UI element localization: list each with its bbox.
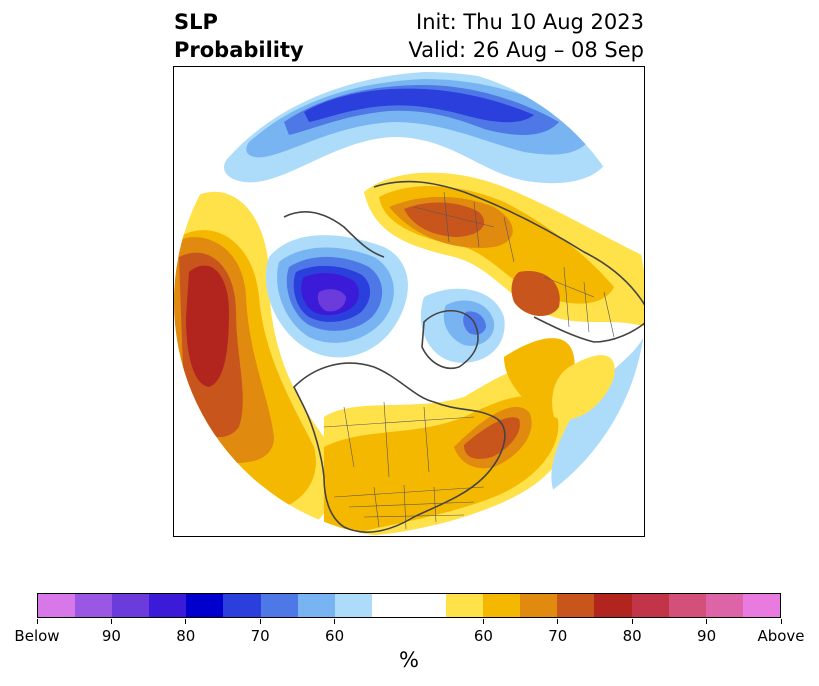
border-lines-usa: [333, 484, 485, 530]
title-line-2: Probability: [174, 38, 304, 62]
polar-projection-map: [174, 67, 644, 536]
colorbar-tick-label: 60: [325, 627, 345, 645]
colorbar-segment: [705, 594, 743, 617]
anomaly-below-north-75: [304, 88, 534, 123]
colorbar-tick-label: Above: [757, 627, 805, 645]
colorbar-tick-label: 80: [176, 627, 196, 645]
coastline-eurasia: [373, 180, 644, 308]
colorbar-tick-label: 70: [250, 627, 270, 645]
colorbar-segment: [112, 594, 150, 617]
colorbar-segment: [223, 594, 261, 617]
anomaly-above-pacific-80: [186, 265, 229, 387]
colorbar-tick-mark: [780, 619, 782, 624]
colorbar-segment: [483, 594, 521, 617]
colorbar-segment: [631, 594, 669, 617]
title-line-1: SLP: [174, 10, 218, 34]
anomaly-above-siberia-75: [404, 202, 485, 237]
border-lines-europe: [543, 266, 615, 338]
colorbar-tick-mark: [36, 619, 38, 624]
colorbar-segment: [38, 594, 76, 617]
polar-map: [173, 66, 645, 537]
colorbar-segment: [446, 594, 484, 617]
colorbar-tick-mark: [706, 619, 708, 624]
anomaly-above-eastern-atlantic: [552, 355, 615, 420]
colorbar-segment: [371, 594, 409, 617]
anomaly-above-europe-75: [511, 271, 560, 317]
colorbar-unit-label: %: [399, 648, 419, 672]
border-lines-canada: [323, 401, 475, 478]
coastline-north-america: [293, 362, 506, 533]
colorbar-tick-label: 70: [548, 627, 568, 645]
colorbar-tick-mark: [334, 619, 336, 624]
colorbar-tick-label: 90: [101, 627, 121, 645]
chart-title: SLP Probability: [174, 8, 304, 64]
colorbar-tick-mark: [482, 619, 484, 624]
probability-colorbar: [37, 593, 781, 618]
colorbar-segment: [408, 594, 447, 617]
border-lines-russia: [413, 191, 515, 263]
colorbar-tick-mark: [185, 619, 187, 624]
colorbar-tick-label: 90: [697, 627, 717, 645]
colorbar-tick-mark: [631, 619, 633, 624]
colorbar-segment: [334, 594, 372, 617]
colorbar-segment: [260, 594, 298, 617]
valid-date-label: Valid: 26 Aug – 08 Sep: [408, 38, 644, 62]
colorbar-segment: [742, 594, 780, 617]
init-date-label: Init: Thu 10 Aug 2023: [416, 10, 644, 34]
colorbar-tick-label: 60: [473, 627, 493, 645]
colorbar-segment: [520, 594, 558, 617]
colorbar-segment: [297, 594, 335, 617]
valid-period-title: Init: Thu 10 Aug 2023 Valid: 26 Aug – 08…: [408, 8, 644, 64]
anomaly-below-canada-90: [317, 289, 346, 312]
colorbar-segment: [594, 594, 632, 617]
colorbar-segment: [557, 594, 595, 617]
anomaly-above-namerica-75: [464, 417, 520, 459]
colorbar-segment: [149, 594, 187, 617]
coastline-greenland: [421, 310, 479, 369]
colorbar-tick-label: 80: [622, 627, 642, 645]
coastline-europe: [533, 316, 644, 343]
colorbar-tick-mark: [110, 619, 112, 624]
colorbar-segment: [75, 594, 113, 617]
coastline-alaska: [283, 211, 385, 258]
colorbar-tick-mark: [259, 619, 261, 624]
colorbar-tick-label: Below: [14, 627, 60, 645]
colorbar-segment: [668, 594, 706, 617]
colorbar-tick-mark: [557, 619, 559, 624]
colorbar-segment: [186, 594, 224, 617]
